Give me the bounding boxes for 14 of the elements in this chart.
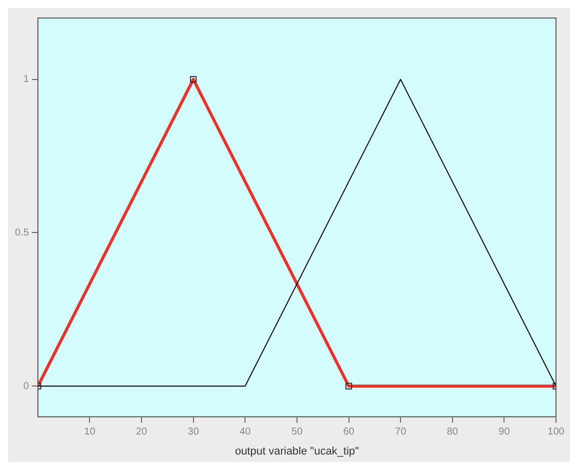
x-tick-label: 10 [84,426,96,438]
y-tick-label: 0.5 [14,227,30,238]
x-tick-label: 20 [136,426,148,438]
y-tick-label: 0 [23,380,30,392]
x-tick-label: 100 [548,426,565,438]
x-tick-label: 80 [446,426,458,438]
x-tick-label: 90 [498,426,510,438]
x-tick-label: 70 [395,426,407,438]
x-axis-title: output variable "ucak_tip" [234,445,360,458]
y-tick-label: 1 [23,74,30,86]
x-tick-label: 60 [343,426,355,438]
x-tick-label: 40 [240,426,252,438]
x-tick-label: 50 [291,426,303,438]
x-tick-label: 30 [188,426,200,438]
